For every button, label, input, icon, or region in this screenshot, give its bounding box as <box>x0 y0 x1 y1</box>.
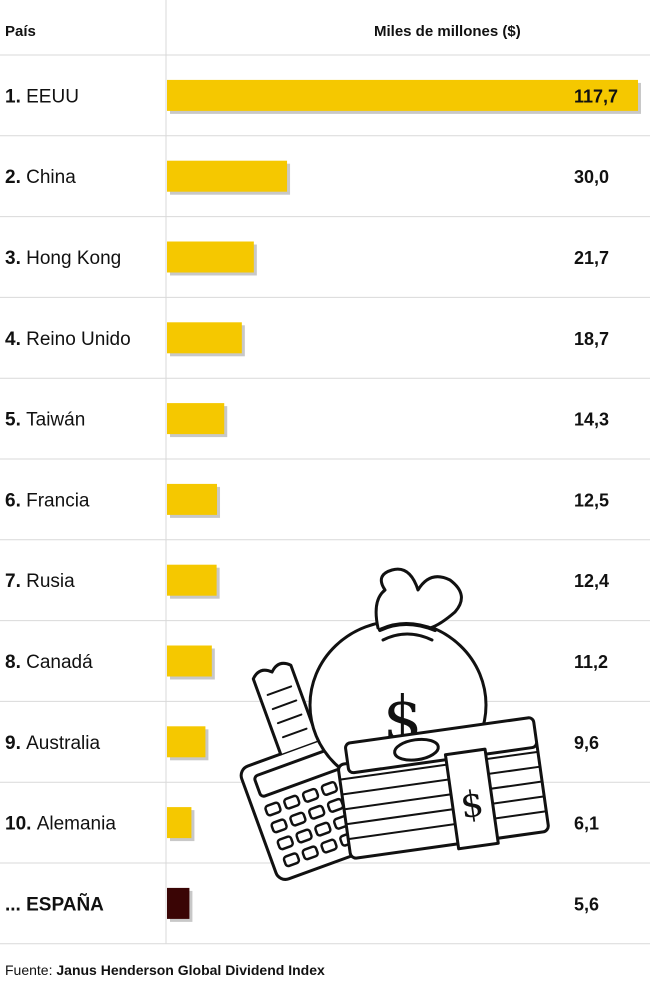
value-label: 30,0 <box>574 167 609 187</box>
bar-alemania <box>167 807 192 839</box>
category-name: Alemania <box>37 814 117 835</box>
category-rank: 7. <box>5 571 26 592</box>
source-name: Janus Henderson Global Dividend Index <box>56 962 325 978</box>
svg-text:$: $ <box>458 783 486 827</box>
category-label: 4. Reino Unido <box>5 329 131 350</box>
value-label: 12,4 <box>574 571 609 591</box>
value-label: 117,7 <box>574 86 618 106</box>
category-label: 2. China <box>5 167 76 188</box>
bar-rusia <box>167 564 217 596</box>
bar-españa <box>167 887 190 919</box>
category-name: Francia <box>26 490 90 511</box>
bar-francia <box>167 483 218 515</box>
value-column-header: Miles de millones ($) <box>374 23 521 40</box>
money-bag-illustration-icon: $ $ <box>239 567 550 881</box>
category-name: Reino Unido <box>26 329 131 350</box>
bar-reino-unido <box>167 322 242 354</box>
category-rank: 2. <box>5 167 26 188</box>
dividend-bar-chart: 1. EEUU 117,7 2. China 30,0 3. Hong Kong 21,7… <box>0 0 650 945</box>
category-label: ... ESPAÑA <box>5 893 104 915</box>
bar-canadá <box>167 645 212 677</box>
category-name: Taiwán <box>26 410 85 431</box>
category-name: China <box>26 167 76 188</box>
value-label: 21,7 <box>574 248 609 268</box>
source-prefix: Fuente: <box>5 962 53 978</box>
category-rank: 5. <box>5 410 26 431</box>
country-column-header: País <box>5 23 36 40</box>
category-name: Canadá <box>26 652 93 673</box>
value-label: 9,6 <box>574 733 599 753</box>
value-label: 11,2 <box>574 652 608 672</box>
category-label: 5. Taiwán <box>5 410 85 431</box>
category-label: 3. Hong Kong <box>5 248 121 269</box>
category-rank: 9. <box>5 733 26 754</box>
category-rank: 6. <box>5 490 26 511</box>
category-name: EEUU <box>26 86 79 107</box>
category-rank: ... <box>5 894 26 915</box>
value-label: 14,3 <box>574 410 609 430</box>
banknote-stack-icon: $ <box>337 716 550 860</box>
category-rank: 1. <box>5 86 26 107</box>
bar-china <box>167 160 288 192</box>
source-note: Fuente: Janus Henderson Global Dividend … <box>5 962 325 978</box>
category-label: 7. Rusia <box>5 571 75 592</box>
category-label: 1. EEUU <box>5 86 79 107</box>
category-name: Hong Kong <box>26 248 121 269</box>
category-rank: 4. <box>5 329 26 350</box>
bar-taiwán <box>167 403 225 435</box>
category-label: 10. Alemania <box>5 814 116 835</box>
value-label: 12,5 <box>574 490 609 510</box>
category-name: ESPAÑA <box>26 893 104 915</box>
value-label: 6,1 <box>574 814 599 834</box>
category-rank: 8. <box>5 652 26 673</box>
bar-eeuu <box>167 79 638 111</box>
category-label: 9. Australia <box>5 733 100 754</box>
value-label: 18,7 <box>574 329 609 349</box>
chart-svg: 1. EEUU 117,7 2. China 30,0 3. Hong Kong 21,7… <box>0 0 650 945</box>
category-label: 6. Francia <box>5 490 90 511</box>
category-rank: 3. <box>5 248 26 269</box>
category-rank: 10. <box>5 814 37 835</box>
value-label: 5,6 <box>574 894 599 914</box>
category-name: Rusia <box>26 571 75 592</box>
category-name: Australia <box>26 733 100 754</box>
category-label: 8. Canadá <box>5 652 93 673</box>
bar-australia <box>167 726 206 758</box>
bar-hong-kong <box>167 241 254 273</box>
